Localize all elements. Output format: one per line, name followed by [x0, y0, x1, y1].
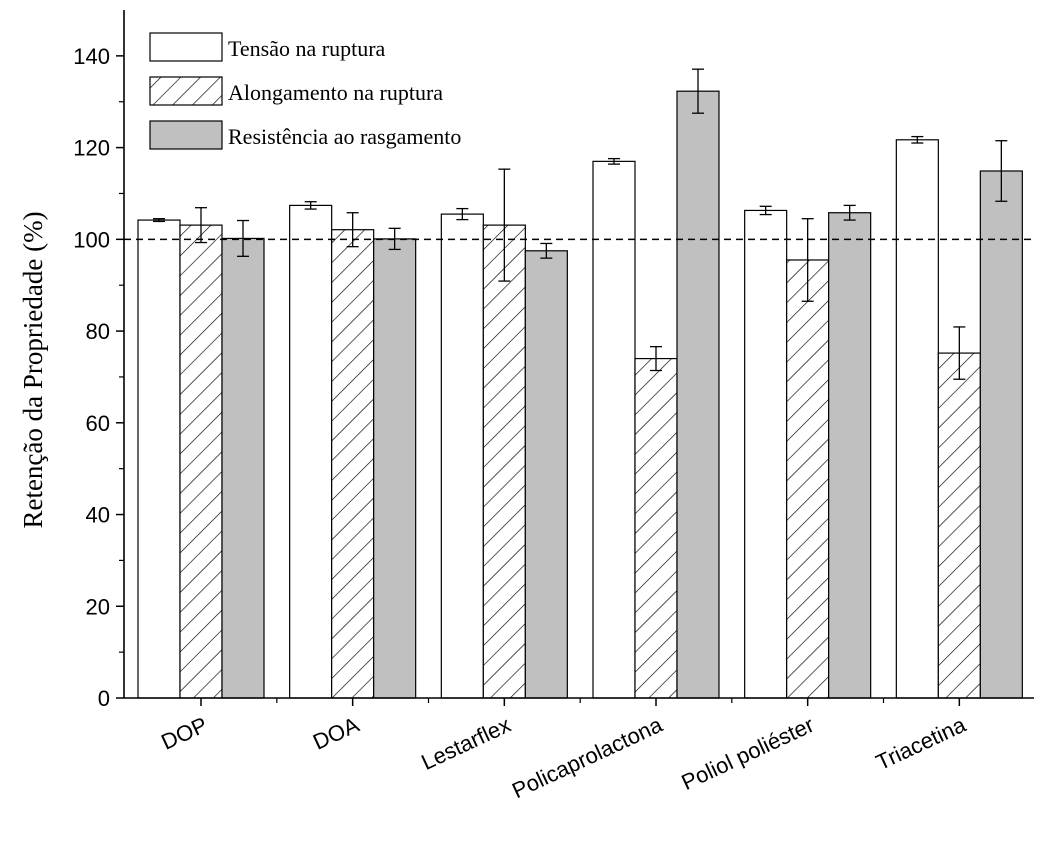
bar-1-1	[137, 219, 181, 699]
category-label-4: Policaprolactona	[508, 712, 667, 804]
y-axis-label: Retenção da Propriedade (%)	[18, 211, 48, 528]
error-bar-1-2	[304, 201, 317, 210]
bar-1-2	[289, 204, 333, 699]
y-tick-label-120: 120	[73, 136, 110, 161]
bar-1-5	[744, 209, 788, 699]
y-tick-label-0: 0	[98, 686, 110, 711]
bars-layer	[137, 90, 1023, 699]
error-bars-layer	[153, 68, 1008, 380]
legend-swatch-2	[149, 76, 223, 106]
error-bar-2-4	[650, 346, 662, 372]
bar-3-1	[221, 237, 265, 699]
category-label-6: Triacetina	[872, 712, 970, 775]
y-tick-label-20: 20	[86, 594, 110, 619]
legend-swatch-1	[149, 32, 223, 62]
category-label-3: Lestarflex	[417, 712, 514, 775]
bar-1-3	[440, 213, 484, 699]
error-bar-2-3	[498, 168, 511, 282]
error-bar-2-1	[195, 207, 207, 244]
legend-label-2: Alongamento na ruptura	[228, 80, 443, 105]
error-bar-3-3	[540, 242, 553, 259]
legend-swatch-3	[149, 120, 223, 150]
bar-1-4	[592, 160, 636, 699]
y-tick-label-40: 40	[86, 503, 110, 528]
error-bar-2-5	[801, 218, 814, 302]
bar-3-2	[373, 238, 417, 699]
bar-3-4	[676, 90, 720, 699]
error-bar-1-4	[608, 157, 620, 165]
error-bar-3-6	[995, 140, 1008, 202]
axes-layer	[123, 10, 1034, 699]
bar-2-2	[331, 229, 375, 699]
bar-3-6	[979, 170, 1023, 699]
error-bar-1-6	[911, 135, 924, 144]
legend-label-3: Resistência ao rasgamento	[228, 124, 461, 149]
error-bar-1-3	[456, 207, 469, 221]
category-label-1: DOP	[157, 712, 211, 755]
error-bar-1-1	[153, 218, 165, 223]
y-ticks-layer: 0 20 40 60 80 100 120 140	[73, 44, 124, 711]
error-bar-1-5	[759, 205, 772, 216]
category-label-5: Poliol poliéster	[678, 712, 818, 795]
y-tick-label-140: 140	[73, 44, 110, 69]
bar-3-3	[524, 250, 568, 699]
bar-3-5	[828, 212, 872, 699]
error-bar-3-5	[843, 204, 856, 221]
bar-2-1	[179, 224, 223, 699]
legend-label-1: Tensão na ruptura	[228, 36, 386, 61]
bar-2-3	[482, 224, 526, 699]
y-tick-label-100: 100	[73, 227, 110, 252]
category-label-2: DOA	[309, 712, 363, 755]
bar-2-6	[937, 352, 981, 699]
y-tick-label-60: 60	[86, 411, 110, 436]
y-tick-label-80: 80	[86, 319, 110, 344]
bar-2-5	[786, 259, 830, 699]
error-bar-2-6	[953, 326, 966, 380]
error-bar-2-2	[346, 212, 359, 248]
bar-1-6	[895, 139, 939, 699]
bar-2-4	[634, 357, 678, 699]
legend: Tensão na ruptura Alongamento na ruptura R…	[149, 32, 461, 150]
error-bar-3-1	[237, 219, 249, 257]
error-bar-3-4	[692, 68, 704, 114]
